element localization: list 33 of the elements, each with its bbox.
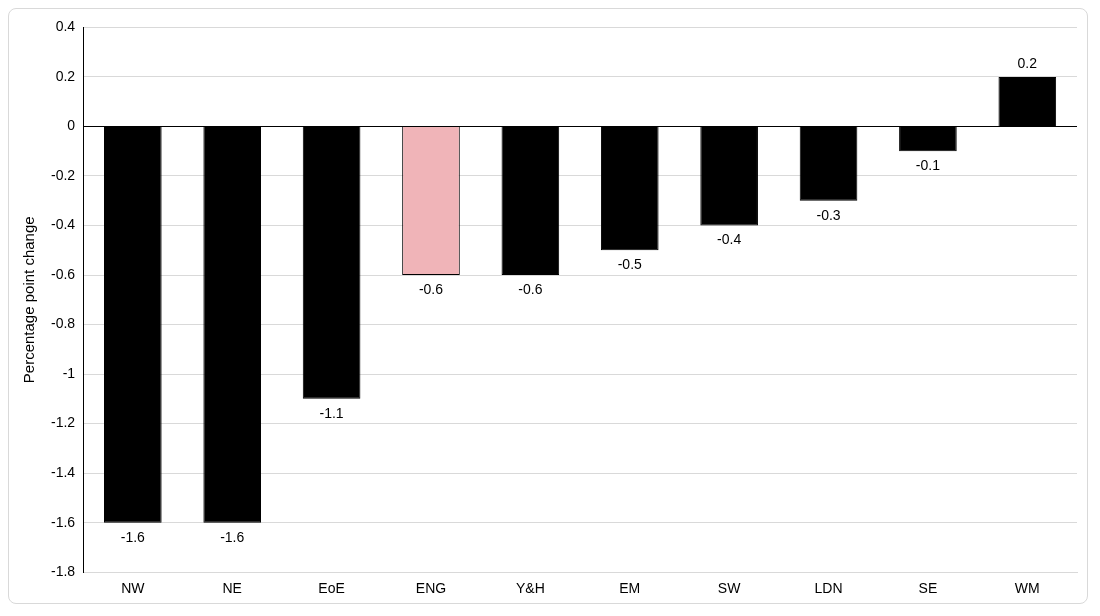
x-tick-label: EoE (318, 580, 345, 597)
x-tick-label: SW (717, 580, 742, 597)
x-tick-label: NE (222, 580, 242, 597)
y-tick-label: -0.2 (51, 166, 76, 183)
y-tick-label: -0.6 (51, 265, 76, 282)
data-label: -0.5 (617, 256, 643, 273)
y-tick-label: -1.8 (51, 563, 76, 580)
x-tick-label: ENG (415, 580, 447, 597)
data-label: -0.6 (418, 280, 444, 297)
data-label: -0.4 (717, 231, 742, 248)
data-label: -0.1 (915, 157, 941, 174)
y-tick-label: -1.4 (51, 464, 76, 480)
y-tick-label: -0.8 (51, 315, 76, 332)
y-tick-label: 0 (67, 117, 76, 134)
y-axis-title: Percentage point change (20, 216, 38, 384)
y-tick-label: -1.6 (51, 513, 76, 530)
x-tick-label: SE (918, 580, 938, 597)
y-tick-label: 0.4 (55, 18, 76, 35)
x-tick-label: Y&H (515, 580, 545, 597)
y-tick-label: -1 (62, 364, 76, 381)
data-label: -0.3 (816, 206, 841, 223)
x-tick-label: EM (619, 580, 641, 597)
data-label: -1.1 (319, 404, 344, 421)
y-tick-label: -0.4 (51, 216, 76, 233)
x-tick-label: WM (1014, 580, 1040, 597)
x-tick-label: LDN (814, 580, 843, 597)
y-tick-label: -1.2 (51, 414, 76, 431)
data-label: -0.6 (518, 280, 543, 297)
data-label: -1.6 (120, 528, 146, 545)
y-tick-label: 0.2 (55, 67, 76, 84)
x-tick-label: NW (121, 580, 146, 597)
data-label: -1.6 (220, 528, 245, 545)
data-label: 0.2 (1017, 54, 1038, 71)
